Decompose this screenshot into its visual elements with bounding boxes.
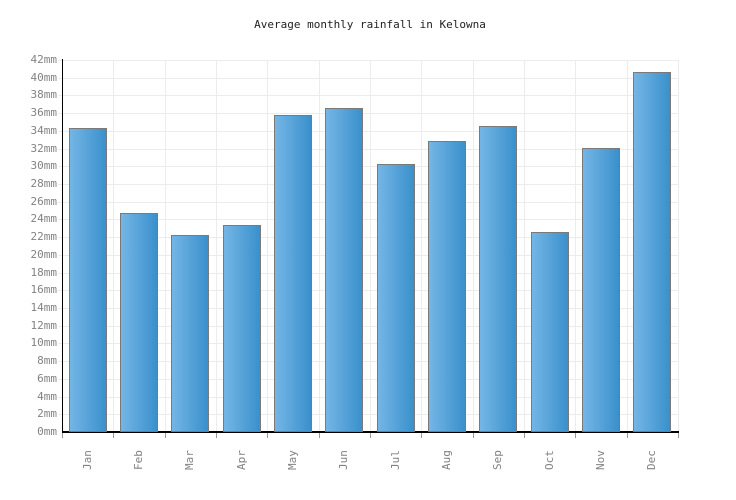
y-axis-line	[62, 59, 63, 433]
y-axis-tick-label-18mm: 18mm	[30, 266, 58, 279]
x-axis-tick-label-jul: Jul	[389, 450, 402, 470]
x-axis-tick-label-oct: Oct	[543, 450, 556, 470]
x-axis-tick	[627, 433, 628, 438]
x-axis-tick	[473, 433, 474, 438]
y-axis-tick-label-6mm: 6mm	[37, 372, 57, 385]
x-axis-tick	[421, 433, 422, 438]
x-axis-line	[62, 431, 679, 433]
gridline-vertical	[678, 60, 679, 432]
gridline-vertical	[627, 60, 628, 432]
gridline-vertical	[165, 60, 166, 432]
gridline-horizontal	[58, 113, 678, 114]
bar-jan	[69, 128, 107, 432]
gridline-horizontal	[58, 131, 678, 132]
x-axis-tick-label-sep: Sep	[491, 450, 504, 470]
x-axis-tick	[678, 433, 679, 438]
gridline-vertical	[575, 60, 576, 432]
gridline-vertical	[370, 60, 371, 432]
x-axis-tick-label-mar: Mar	[183, 450, 196, 470]
y-axis-tick-label-42mm: 42mm	[30, 53, 58, 66]
x-axis-tick	[267, 433, 268, 438]
gridline-horizontal	[58, 78, 678, 79]
x-axis-tick-label-feb: Feb	[132, 450, 145, 470]
gridline-vertical	[113, 60, 114, 432]
gridline-vertical	[473, 60, 474, 432]
x-axis-tick-label-may: May	[286, 450, 299, 470]
x-axis-tick-label-aug: Aug	[440, 450, 453, 470]
chart-title: Average monthly rainfall in Kelowna	[254, 18, 486, 31]
bar-oct	[531, 232, 569, 432]
bar-nov	[582, 148, 620, 432]
y-axis-tick-label-40mm: 40mm	[30, 71, 58, 84]
y-axis-tick-label-22mm: 22mm	[30, 230, 58, 243]
y-axis-tick-label-38mm: 38mm	[30, 88, 58, 101]
x-axis-tick-label-dec: Dec	[645, 450, 658, 470]
y-axis-tick-label-12mm: 12mm	[30, 319, 58, 332]
y-axis-tick-label-32mm: 32mm	[30, 142, 58, 155]
bar-jul	[377, 164, 415, 432]
y-axis-tick-label-24mm: 24mm	[30, 212, 58, 225]
y-axis-tick-label-20mm: 20mm	[30, 248, 58, 261]
gridline-vertical	[421, 60, 422, 432]
x-axis-tick	[524, 433, 525, 438]
x-axis-tick-label-nov: Nov	[594, 450, 607, 470]
bar-apr	[223, 225, 261, 432]
x-axis-tick	[319, 433, 320, 438]
gridline-horizontal	[58, 60, 678, 61]
y-axis-tick-label-26mm: 26mm	[30, 195, 58, 208]
x-axis-tick	[165, 433, 166, 438]
y-axis-tick-label-30mm: 30mm	[30, 159, 58, 172]
bar-jun	[325, 108, 363, 432]
bar-aug	[428, 141, 466, 432]
gridline-vertical	[216, 60, 217, 432]
gridline-vertical	[319, 60, 320, 432]
bar-may	[274, 115, 312, 432]
y-axis-tick-label-36mm: 36mm	[30, 106, 58, 119]
y-axis-tick-label-0mm: 0mm	[37, 425, 57, 438]
x-axis-tick	[216, 433, 217, 438]
y-axis-tick-label-14mm: 14mm	[30, 301, 58, 314]
y-axis-tick-label-16mm: 16mm	[30, 283, 58, 296]
y-axis-tick-label-34mm: 34mm	[30, 124, 58, 137]
y-axis-tick-label-8mm: 8mm	[37, 354, 57, 367]
gridline-vertical	[524, 60, 525, 432]
y-axis-tick-label-4mm: 4mm	[37, 390, 57, 403]
y-axis-tick-label-10mm: 10mm	[30, 336, 58, 349]
gridline-horizontal	[58, 95, 678, 96]
y-axis-tick-label-28mm: 28mm	[30, 177, 58, 190]
x-axis-tick-label-jan: Jan	[81, 450, 94, 470]
x-axis-tick-label-apr: Apr	[235, 450, 248, 470]
x-axis-tick-label-jun: Jun	[337, 450, 350, 470]
bar-dec	[633, 72, 671, 432]
x-axis-tick	[370, 433, 371, 438]
x-axis-tick	[113, 433, 114, 438]
bar-mar	[171, 235, 209, 432]
x-axis-tick	[62, 433, 63, 438]
bar-sep	[479, 126, 517, 432]
x-axis-tick	[575, 433, 576, 438]
y-axis-tick-label-2mm: 2mm	[37, 407, 57, 420]
bar-feb	[120, 213, 158, 432]
gridline-vertical	[267, 60, 268, 432]
